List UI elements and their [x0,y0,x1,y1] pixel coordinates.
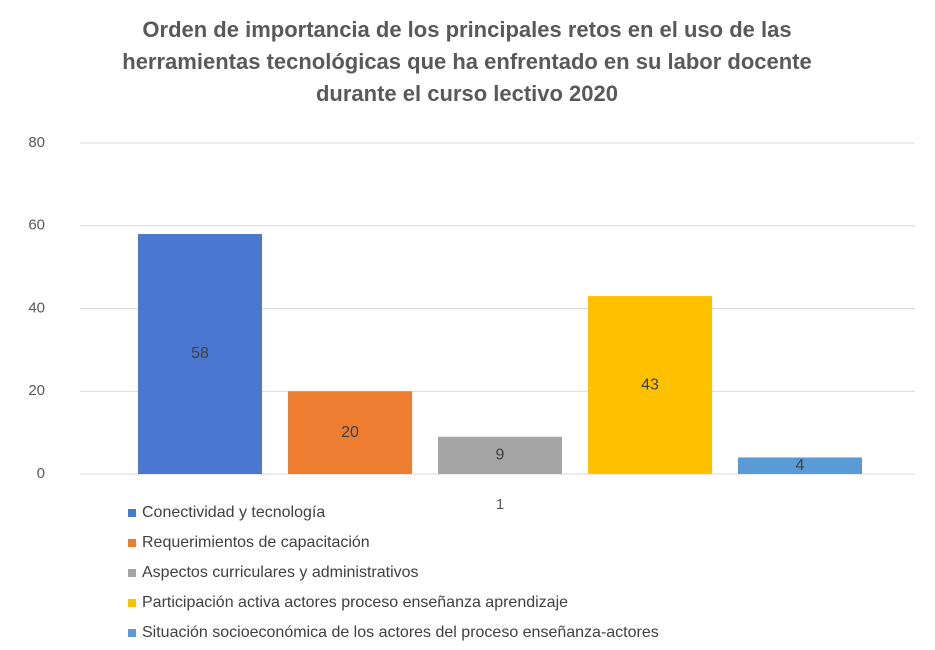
data-label: 43 [641,376,659,393]
data-label: 58 [191,345,209,362]
data-label: 4 [796,457,805,474]
legend-swatch [128,599,136,607]
y-tick-label: 80 [28,134,45,151]
legend-swatch [128,539,136,547]
data-label: 9 [496,447,505,464]
legend-swatch [128,569,136,577]
chart-title: Orden de importancia de los principales … [122,17,812,106]
y-tick-label: 60 [28,217,45,234]
legend-swatch [128,629,136,637]
legend-label: Participación activa actores proceso ens… [142,594,568,611]
data-label: 20 [341,424,359,441]
bar [138,234,262,474]
legend-label: Requerimientos de capacitación [142,534,370,551]
bar [738,457,862,474]
legend-swatch [128,509,136,517]
bar [288,391,412,474]
legend-label: Conectividad y tecnología [142,504,325,521]
legend-label: Situación socioeconómica de los actores … [142,624,659,641]
x-tick-label: 1 [496,496,504,513]
y-tick-label: 0 [37,465,45,482]
bar [438,436,562,474]
y-tick-label: 20 [28,382,45,399]
legend-label: Aspectos curriculares y administrativos [142,564,419,581]
y-tick-label: 40 [28,299,45,316]
bar [588,296,712,474]
